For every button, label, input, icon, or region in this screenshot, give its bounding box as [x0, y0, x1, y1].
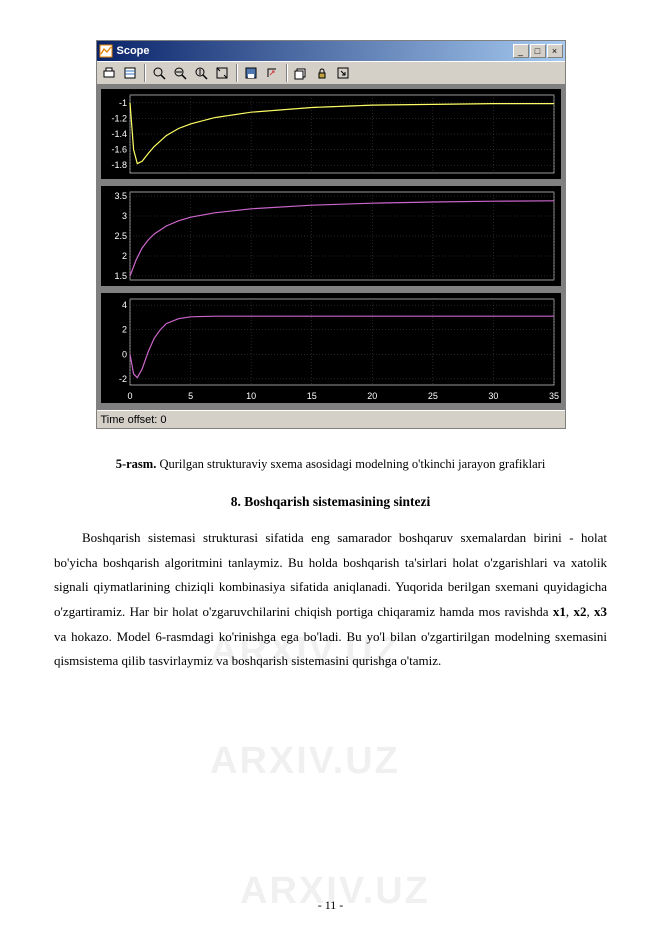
time-offset-label: Time offset: 0 [101, 414, 167, 426]
minimize-button[interactable]: _ [513, 44, 529, 58]
autoscale-icon[interactable] [212, 63, 232, 83]
svg-text:2: 2 [121, 251, 126, 261]
svg-text:0: 0 [127, 391, 132, 401]
print-icon[interactable] [99, 63, 119, 83]
toolbar-separator [286, 64, 287, 82]
svg-text:-1: -1 [118, 98, 126, 108]
page-number: - 11 - [0, 898, 661, 913]
chart-2: 1.5 2 2.5 3 3.5 [101, 186, 561, 286]
figure-caption: 5-rasm. Qurilgan strukturaviy sxema asos… [54, 457, 607, 472]
zoom-y-icon[interactable] [191, 63, 211, 83]
watermark: ARXIV.UZ [210, 740, 400, 783]
zoom-x-icon[interactable] [170, 63, 190, 83]
svg-text:2.5: 2.5 [114, 231, 127, 241]
svg-text:2: 2 [121, 325, 126, 335]
close-button[interactable]: × [547, 44, 563, 58]
svg-text:5: 5 [188, 391, 193, 401]
svg-text:-2: -2 [118, 374, 126, 384]
svg-text:3.5: 3.5 [114, 191, 127, 201]
svg-text:-1.2: -1.2 [111, 113, 127, 123]
svg-text:30: 30 [488, 391, 498, 401]
window-buttons: _ □ × [513, 44, 563, 58]
statusbar: Time offset: 0 [97, 410, 565, 428]
svg-text:-1.4: -1.4 [111, 129, 127, 139]
svg-text:35: 35 [548, 391, 558, 401]
section-heading: 8. Boshqarish sistemasining sintezi [54, 494, 607, 510]
save-axes-icon[interactable] [241, 63, 261, 83]
lock-icon[interactable] [312, 63, 332, 83]
page: ARXIV.UZ ARXIV.UZ ARXIV.UZ ARXIV.UZ ARXI… [0, 0, 661, 935]
toolbar-separator [144, 64, 145, 82]
svg-text:25: 25 [427, 391, 437, 401]
svg-text:0: 0 [121, 349, 126, 359]
svg-text:10: 10 [246, 391, 256, 401]
chart-3: 05101520253035-2024 [101, 293, 561, 403]
body-paragraph: Boshqarish sistemasi strukturasi sifatid… [54, 526, 607, 674]
svg-text:-1.6: -1.6 [111, 145, 127, 155]
window-title: Scope [117, 45, 513, 57]
svg-text:20: 20 [367, 391, 377, 401]
toolbar-separator [236, 64, 237, 82]
maximize-button[interactable]: □ [530, 44, 546, 58]
svg-text:-1.8: -1.8 [111, 160, 127, 170]
float-icon[interactable] [291, 63, 311, 83]
svg-text:1.5: 1.5 [114, 271, 127, 281]
svg-text:4: 4 [121, 300, 126, 310]
titlebar: Scope _ □ × [97, 41, 565, 61]
scope-window: Scope _ □ × -1-1.2-1.4-1.6-1.8 1 [96, 40, 566, 429]
plot-area: -1-1.2-1.4-1.6-1.8 1.522.533.5 051015202… [97, 85, 565, 410]
zoom-in-icon[interactable] [149, 63, 169, 83]
scope-app-icon [99, 44, 113, 58]
caption-text: Qurilgan strukturaviy sxema asosidagi mo… [156, 457, 545, 471]
chart-1: -1 -1.2 -1.4 -1.6 -1.8 [101, 89, 561, 179]
svg-text:3: 3 [121, 211, 126, 221]
restore-axes-icon[interactable] [262, 63, 282, 83]
caption-label: 5-rasm. [116, 457, 157, 471]
params-icon[interactable] [120, 63, 140, 83]
dock-icon[interactable] [333, 63, 353, 83]
toolbar [97, 61, 565, 85]
svg-text:15: 15 [306, 391, 316, 401]
